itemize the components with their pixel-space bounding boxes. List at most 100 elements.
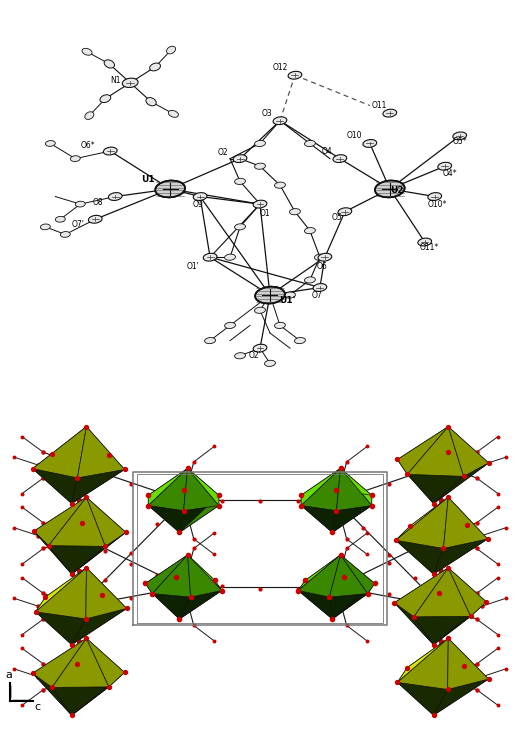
- Text: O2: O2: [217, 149, 228, 157]
- Polygon shape: [434, 679, 489, 715]
- Polygon shape: [434, 453, 489, 504]
- Polygon shape: [396, 497, 448, 540]
- Polygon shape: [332, 577, 375, 619]
- Ellipse shape: [375, 181, 405, 198]
- Ellipse shape: [315, 254, 326, 260]
- Ellipse shape: [265, 292, 276, 298]
- Polygon shape: [72, 523, 126, 574]
- Polygon shape: [329, 593, 368, 619]
- Ellipse shape: [60, 232, 70, 238]
- Polygon shape: [301, 505, 336, 532]
- Text: O5: O5: [332, 213, 343, 222]
- Polygon shape: [179, 590, 222, 619]
- Polygon shape: [434, 602, 486, 644]
- Text: O10*: O10*: [427, 200, 447, 208]
- Polygon shape: [35, 612, 86, 644]
- Polygon shape: [305, 577, 344, 619]
- Polygon shape: [72, 532, 126, 574]
- Text: N1: N1: [110, 77, 121, 85]
- Polygon shape: [45, 568, 102, 597]
- Ellipse shape: [305, 141, 315, 147]
- Polygon shape: [86, 426, 125, 469]
- Polygon shape: [145, 577, 179, 619]
- Ellipse shape: [88, 215, 102, 223]
- Polygon shape: [301, 495, 332, 532]
- Ellipse shape: [273, 117, 287, 125]
- Polygon shape: [179, 490, 219, 532]
- Ellipse shape: [150, 63, 161, 71]
- Polygon shape: [301, 490, 336, 532]
- Ellipse shape: [70, 156, 80, 162]
- Polygon shape: [439, 568, 486, 602]
- Ellipse shape: [275, 182, 285, 188]
- Ellipse shape: [108, 192, 122, 200]
- Ellipse shape: [265, 360, 276, 367]
- Text: O2': O2': [249, 351, 262, 360]
- Ellipse shape: [305, 227, 315, 234]
- Polygon shape: [448, 497, 488, 539]
- Ellipse shape: [122, 78, 138, 87]
- Polygon shape: [72, 609, 127, 644]
- Polygon shape: [33, 426, 86, 469]
- Polygon shape: [86, 568, 127, 619]
- Polygon shape: [396, 540, 444, 574]
- Polygon shape: [341, 555, 375, 583]
- Polygon shape: [52, 639, 109, 687]
- Polygon shape: [434, 463, 489, 504]
- Ellipse shape: [104, 60, 114, 68]
- Text: O1': O1': [186, 262, 199, 271]
- Polygon shape: [448, 568, 486, 616]
- Polygon shape: [332, 583, 375, 619]
- Polygon shape: [148, 505, 184, 532]
- Polygon shape: [35, 597, 72, 644]
- Ellipse shape: [290, 208, 301, 215]
- Polygon shape: [396, 497, 448, 548]
- Ellipse shape: [453, 132, 466, 140]
- Text: O7': O7': [71, 220, 84, 230]
- Ellipse shape: [193, 192, 207, 200]
- Text: O5*: O5*: [452, 137, 467, 146]
- Polygon shape: [396, 526, 434, 574]
- Polygon shape: [34, 531, 72, 574]
- Text: O9: O9: [192, 200, 203, 208]
- Polygon shape: [444, 497, 488, 548]
- Ellipse shape: [146, 98, 156, 106]
- Polygon shape: [341, 468, 372, 505]
- Ellipse shape: [235, 353, 245, 359]
- Ellipse shape: [288, 71, 302, 79]
- Polygon shape: [434, 666, 489, 715]
- Polygon shape: [72, 672, 125, 715]
- Ellipse shape: [103, 147, 117, 155]
- Ellipse shape: [85, 112, 94, 120]
- Polygon shape: [33, 454, 72, 504]
- Polygon shape: [179, 505, 219, 532]
- Polygon shape: [410, 497, 467, 526]
- Text: O3: O3: [262, 109, 273, 117]
- Polygon shape: [152, 593, 191, 619]
- Polygon shape: [148, 490, 184, 532]
- Polygon shape: [414, 568, 471, 617]
- Polygon shape: [82, 497, 126, 532]
- Polygon shape: [34, 497, 86, 545]
- Polygon shape: [448, 639, 489, 679]
- Polygon shape: [394, 603, 434, 644]
- Polygon shape: [448, 426, 489, 477]
- Text: U1: U1: [141, 175, 154, 184]
- Text: a: a: [5, 670, 12, 680]
- Ellipse shape: [418, 238, 432, 246]
- Ellipse shape: [235, 224, 245, 230]
- Polygon shape: [301, 468, 341, 505]
- Polygon shape: [145, 555, 188, 593]
- Polygon shape: [301, 468, 341, 510]
- Polygon shape: [145, 583, 179, 619]
- Ellipse shape: [275, 322, 285, 329]
- Text: O10: O10: [347, 131, 362, 141]
- Polygon shape: [176, 555, 215, 580]
- Ellipse shape: [75, 201, 85, 207]
- Polygon shape: [188, 555, 222, 590]
- Ellipse shape: [100, 95, 111, 103]
- Ellipse shape: [55, 217, 66, 222]
- Ellipse shape: [313, 284, 327, 292]
- Ellipse shape: [383, 109, 397, 117]
- Polygon shape: [332, 505, 372, 532]
